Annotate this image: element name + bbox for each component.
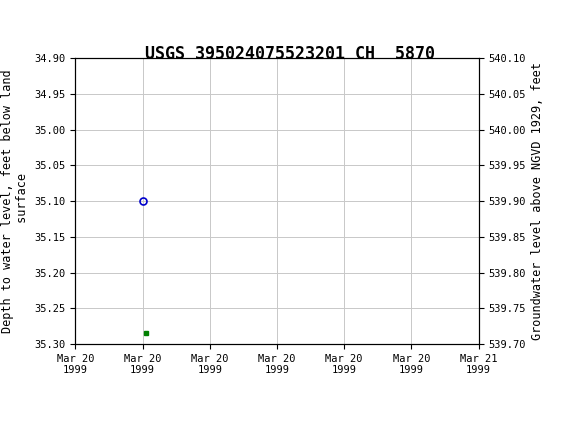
Y-axis label: Depth to water level, feet below land
 surface: Depth to water level, feet below land su… bbox=[1, 69, 29, 333]
Y-axis label: Groundwater level above NGVD 1929, feet: Groundwater level above NGVD 1929, feet bbox=[531, 62, 544, 340]
Bar bbox=[3, 2, 93, 43]
Text: USGS 395024075523201 CH  5870: USGS 395024075523201 CH 5870 bbox=[145, 45, 435, 63]
Text: USGS: USGS bbox=[49, 13, 109, 32]
